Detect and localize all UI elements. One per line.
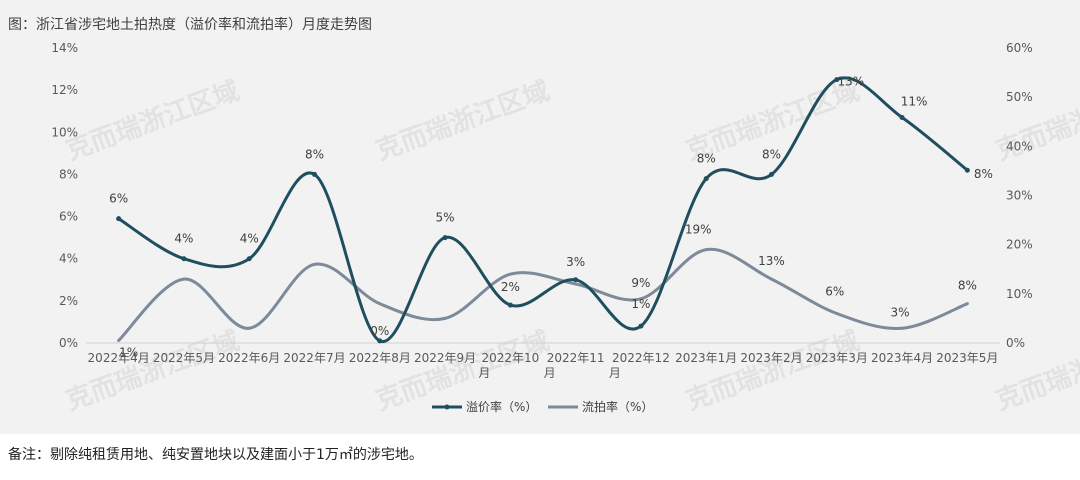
- series-yijia-point: [442, 235, 448, 241]
- yijia-data-label: 1%: [631, 297, 650, 311]
- liupai-data-label: 8%: [958, 279, 977, 293]
- y-left-tick-label: 6%: [59, 210, 78, 224]
- y-left-tick-label: 8%: [59, 167, 78, 181]
- y-left-tick-label: 2%: [59, 294, 78, 308]
- liupai-data-label: 19%: [685, 223, 712, 237]
- series-liupai-point: [378, 302, 382, 306]
- series-yijia-point: [181, 256, 187, 262]
- series-liupai-point: [835, 312, 839, 315]
- x-tick-label: 月: [609, 366, 621, 380]
- x-tick-label: 2022年4月: [88, 351, 150, 365]
- series-yijia-point: [703, 176, 709, 182]
- watermark-text: 克而瑞浙江区域: [62, 326, 243, 416]
- series-liupai-point: [313, 262, 316, 266]
- series-liupai-point: [770, 277, 773, 281]
- series-liupai-point: [639, 297, 643, 301]
- y-right-tick-label: 40%: [1006, 139, 1033, 153]
- liupai-data-label: 3%: [891, 305, 910, 319]
- y-left-tick-label: 0%: [59, 336, 78, 350]
- series-yijia-line: [117, 76, 969, 343]
- series-yijia-point: [116, 216, 122, 222]
- x-tick-label: 2022年12: [612, 351, 670, 365]
- x-tick-label: 2022年9月: [414, 351, 476, 365]
- y-right-tick-label: 60%: [1006, 41, 1033, 55]
- liupai-data-label: 6%: [825, 285, 844, 299]
- yijia-data-label: 0%: [370, 324, 389, 338]
- x-tick-label: 月: [478, 366, 490, 380]
- y-right-tick-label: 30%: [1006, 189, 1033, 203]
- liupai-data-label: 9%: [631, 276, 650, 290]
- y-right-tick-label: 10%: [1006, 287, 1033, 301]
- x-tick-label: 2023年1月: [675, 351, 737, 365]
- x-tick-label: 2023年2月: [740, 351, 802, 365]
- x-tick-label: 2022年8月: [349, 351, 411, 365]
- yijia-data-label: 8%: [305, 147, 324, 161]
- series-liupai-point: [574, 282, 578, 286]
- yijia-data-label: 8%: [762, 147, 781, 161]
- yijia-data-label: 8%: [974, 167, 993, 181]
- x-tick-label: 2023年5月: [936, 351, 998, 365]
- x-tick-label: 2022年7月: [283, 351, 345, 365]
- yijia-data-label: 13%: [837, 75, 864, 89]
- yijia-data-label: 5%: [436, 211, 455, 225]
- series-liupai-point: [900, 326, 904, 330]
- yijia-data-label: 4%: [174, 232, 193, 246]
- series-yijia-point: [834, 77, 840, 83]
- x-tick-label: 月: [544, 366, 556, 380]
- legend-label-liupai: 流拍率（%）: [582, 399, 653, 414]
- series-liupai-point: [443, 316, 447, 320]
- series-yijia-point: [377, 338, 383, 344]
- watermark-text: 克而瑞浙江区域: [682, 326, 863, 416]
- series-liupai-point: [117, 339, 121, 343]
- series-yijia-point: [246, 256, 252, 262]
- legend-marker-yijia: [444, 404, 450, 410]
- y-left-tick-label: 4%: [59, 252, 78, 266]
- yijia-data-label: 2%: [501, 280, 520, 294]
- y-left-tick-label: 14%: [51, 41, 78, 55]
- y-right-tick-label: 20%: [1006, 238, 1033, 252]
- x-tick-label: 2022年10: [481, 351, 539, 365]
- liupai-data-label: 1%: [119, 346, 138, 360]
- watermark-text: 克而瑞浙江区域: [62, 76, 243, 166]
- y-left-tick-label: 12%: [51, 83, 78, 97]
- series-liupai-point: [965, 302, 969, 306]
- yijia-data-label: 8%: [697, 152, 716, 166]
- series-yijia-point: [573, 277, 579, 283]
- x-tick-label: 2022年11: [547, 351, 605, 365]
- yijia-data-label: 11%: [901, 95, 928, 109]
- chart-title: 图：浙江省涉宅地土拍热度（溢价率和流拍率）月度走势图: [8, 17, 372, 33]
- series-yijia-point: [769, 171, 774, 177]
- chart-area: [0, 0, 1080, 434]
- legend-label-yijia: 溢价率（%）: [466, 399, 537, 414]
- series-liupai-point: [704, 248, 708, 252]
- footnote: 备注：剔除纯租赁用地、纯安置地块以及建面小于1万㎡的涉宅地。: [8, 447, 423, 463]
- x-tick-label: 2022年5月: [153, 351, 215, 365]
- x-tick-label: 2023年3月: [806, 351, 868, 365]
- y-right-tick-label: 50%: [1006, 90, 1033, 104]
- series-yijia-point: [964, 167, 970, 173]
- series-yijia-point: [312, 171, 317, 177]
- x-tick-label: 2023年4月: [871, 351, 933, 365]
- y-left-tick-label: 10%: [51, 125, 78, 139]
- liupai-data-label: 13%: [758, 254, 785, 268]
- series-liupai-point: [247, 326, 251, 330]
- x-tick-label: 2022年6月: [218, 351, 280, 365]
- yijia-data-label: 3%: [566, 255, 585, 269]
- series-yijia-point: [638, 323, 644, 329]
- yijia-data-label: 4%: [240, 232, 259, 246]
- series-yijia-point: [507, 302, 513, 308]
- y-right-tick-label: 0%: [1006, 336, 1025, 350]
- watermark-text: 克而瑞浙江区域: [372, 76, 553, 166]
- series-liupai-point: [182, 277, 186, 281]
- series-liupai-point: [508, 272, 512, 276]
- yijia-data-label: 6%: [109, 192, 128, 206]
- series-yijia-point: [899, 115, 905, 121]
